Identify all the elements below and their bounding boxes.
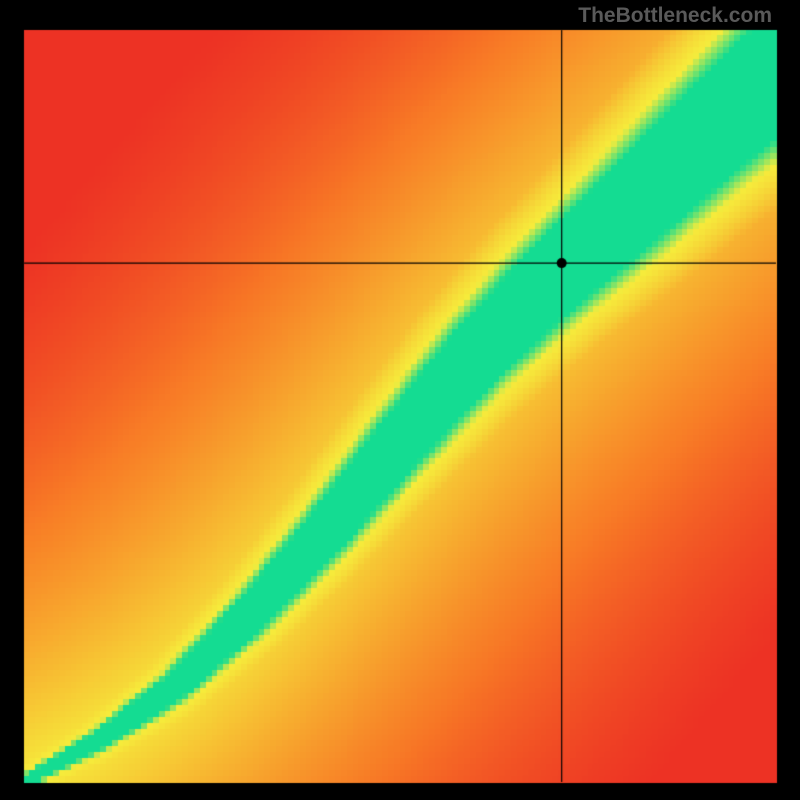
- chart-container: TheBottleneck.com: [0, 0, 800, 800]
- watermark-label: TheBottleneck.com: [578, 4, 772, 28]
- crosshair-overlay: [0, 0, 800, 800]
